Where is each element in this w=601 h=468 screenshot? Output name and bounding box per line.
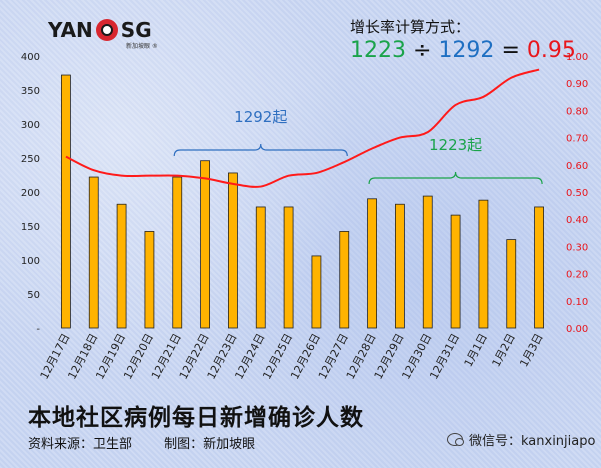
y-tick-label-left: 100 [21, 256, 40, 267]
bracket [173, 143, 348, 157]
yan-sg-logo: YAN SG 新加坡眼 ® [48, 18, 158, 50]
y-tick-label-left: 50 [27, 290, 40, 301]
bar [534, 206, 544, 329]
bracket-label: 1292起 [234, 108, 287, 126]
bar [395, 203, 405, 329]
y-tick-label-right: 1.00 [566, 52, 588, 63]
bar [255, 206, 266, 329]
wechat-id: 微信号：kanxinjiapo [447, 430, 595, 449]
y-tick-label-left: 350 [21, 86, 40, 97]
chart-source: 资料来源：卫生部 制图：新加坡眼 [28, 433, 283, 452]
y-tick-label-right: 0.40 [566, 215, 588, 226]
maker-text: 制图：新加坡眼 [164, 437, 256, 452]
bar [422, 195, 433, 329]
y-tick-label-right: 0.00 [566, 324, 588, 335]
logo-text-right: SG [120, 18, 152, 42]
bar [367, 198, 377, 329]
bar [200, 160, 210, 329]
y-tick-label-right: 0.10 [566, 297, 588, 308]
bar [339, 231, 350, 329]
bar [116, 203, 127, 329]
growth-formula: 1223 ÷ 1292 = 0.95 [350, 38, 576, 63]
x-tick-label: 1月1日 [462, 331, 490, 369]
formula-result: 0.95 [526, 38, 576, 63]
chart-title: 本地社区病例每日新增确诊人数 [28, 404, 364, 431]
bar [172, 176, 183, 329]
bar [506, 239, 517, 329]
wechat-text: 微信号：kanxinjiapo [469, 434, 596, 449]
y-tick-label-right: 0.30 [566, 242, 588, 253]
bracket-label: 1223起 [429, 136, 482, 154]
bar [311, 255, 322, 329]
bar [144, 231, 155, 329]
y-tick-label-left: 400 [21, 52, 40, 63]
bar [228, 172, 238, 329]
y-tick-label-right: 0.70 [566, 134, 588, 145]
formula-divide: ÷ [413, 38, 432, 63]
growth-rate-line [65, 68, 540, 188]
formula-title: 增长率计算方式： [350, 18, 471, 36]
bar [88, 176, 99, 329]
y-tick-label-left: 250 [21, 154, 40, 165]
y-tick-label-left: 150 [21, 222, 40, 233]
y-tick-label-right: 0.50 [566, 188, 588, 199]
bar [61, 74, 71, 329]
formula-denominator: 1292 [438, 38, 495, 63]
formula-numerator: 1223 [350, 38, 406, 63]
y-tick-label-right: 0.80 [566, 106, 588, 117]
logo-subtitle: 新加坡眼 ® [126, 43, 158, 50]
source-text: 资料来源：卫生部 [28, 437, 133, 452]
formula-equals: = [501, 38, 520, 63]
magnifier-icon [95, 19, 118, 41]
y-tick-label-right: 0.60 [566, 161, 588, 172]
y-tick-label-left: 300 [21, 120, 40, 131]
bracket [368, 171, 543, 185]
x-tick-label: 1月2日 [490, 331, 518, 369]
bar [478, 199, 489, 329]
wechat-icon [447, 433, 464, 446]
logo-text-left: YAN [48, 18, 93, 42]
bar [450, 214, 461, 329]
y-tick-label-left: - [36, 324, 40, 335]
y-tick-label-right: 0.90 [566, 79, 588, 90]
y-tick-label-left: 200 [21, 188, 40, 199]
y-tick-label-right: 0.20 [566, 270, 588, 281]
x-tick-label: 1月3日 [517, 331, 545, 369]
bar [283, 206, 294, 329]
